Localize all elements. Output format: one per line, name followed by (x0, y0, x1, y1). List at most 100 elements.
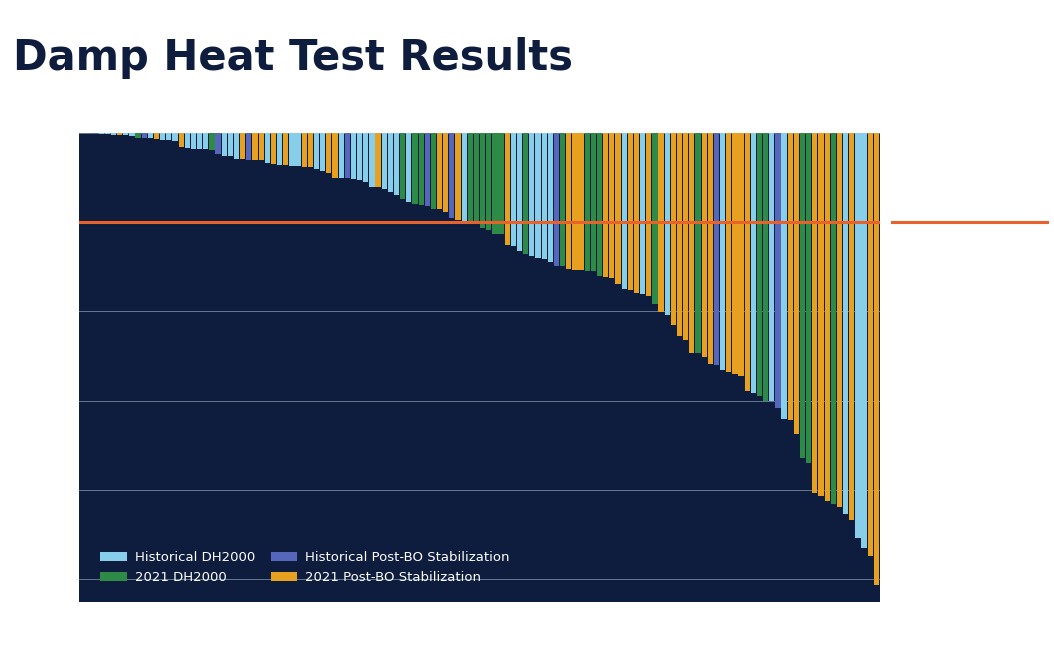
Bar (357, 133, 363, 180)
Bar (136, 133, 141, 138)
Bar (670, 133, 676, 325)
Bar (659, 133, 664, 313)
Bar (714, 133, 719, 366)
Bar (474, 133, 480, 223)
Bar (683, 133, 688, 340)
Bar (351, 133, 356, 179)
Legend: Historical DH2000, 2021 DH2000, Historical Post-BO Stabilization, 2021 Post-BO S: Historical DH2000, 2021 DH2000, Historic… (94, 545, 516, 591)
Bar (240, 133, 246, 159)
Bar (301, 133, 307, 167)
Bar (148, 133, 153, 138)
Bar (345, 133, 350, 179)
Bar (553, 133, 559, 266)
Bar (289, 133, 294, 166)
Bar (210, 133, 215, 150)
Bar (401, 133, 406, 199)
Bar (633, 133, 639, 293)
Bar (277, 133, 282, 165)
Bar (191, 133, 196, 149)
Bar (252, 133, 257, 160)
Bar (117, 133, 122, 135)
Bar (271, 133, 276, 164)
Bar (677, 133, 682, 336)
Bar (369, 133, 374, 187)
Bar (258, 133, 264, 160)
Bar (228, 133, 233, 156)
Bar (308, 133, 313, 167)
Bar (665, 133, 670, 315)
Bar (652, 133, 658, 304)
Bar (511, 133, 516, 247)
Bar (455, 133, 461, 220)
Bar (320, 133, 326, 171)
Bar (505, 133, 510, 245)
Bar (628, 133, 632, 290)
Bar (696, 133, 701, 353)
Bar (468, 133, 473, 223)
Bar (462, 133, 467, 222)
Bar (566, 133, 571, 269)
Bar (861, 133, 866, 548)
Bar (867, 133, 873, 556)
Bar (560, 133, 565, 266)
Bar (314, 133, 319, 169)
Bar (548, 133, 553, 262)
Bar (234, 133, 239, 159)
Bar (160, 133, 165, 140)
Bar (284, 133, 289, 165)
Bar (874, 133, 879, 585)
Bar (99, 133, 103, 135)
Bar (516, 133, 522, 251)
Bar (824, 133, 829, 501)
Bar (813, 133, 818, 493)
Bar (763, 133, 768, 400)
Bar (154, 133, 159, 139)
Bar (265, 133, 270, 163)
Bar (850, 133, 855, 520)
Bar (480, 133, 485, 228)
Bar (295, 133, 300, 166)
Bar (579, 133, 584, 270)
Bar (184, 133, 190, 148)
Bar (800, 133, 805, 458)
Bar (449, 133, 454, 218)
Text: POWER DEGRADATION FROM DH TEST SEQUENCE FOR EACH MODULE MODEL: POWER DEGRADATION FROM DH TEST SEQUENCE … (74, 91, 613, 104)
Bar (856, 133, 860, 538)
Bar (572, 133, 578, 270)
Text: Damp Heat Test Results: Damp Heat Test Results (13, 38, 572, 79)
Text: TOP
PERFORMERS
ABOVE THIS LINE: TOP PERFORMERS ABOVE THIS LINE (898, 151, 1040, 208)
Bar (123, 133, 129, 135)
Bar (603, 133, 608, 277)
Bar (818, 133, 823, 496)
Bar (769, 133, 775, 401)
Bar (141, 133, 147, 138)
Bar (542, 133, 547, 259)
Bar (787, 133, 793, 420)
Bar (750, 133, 756, 393)
Bar (443, 133, 448, 212)
Y-axis label: Power Degradation: Power Degradation (12, 303, 24, 431)
Bar (640, 133, 645, 294)
Bar (215, 133, 220, 154)
Bar (104, 133, 110, 135)
Bar (794, 133, 799, 433)
Bar (837, 133, 842, 507)
Bar (499, 133, 504, 234)
Bar (364, 133, 368, 182)
Bar (707, 133, 713, 364)
Bar (332, 133, 337, 178)
Bar (757, 133, 762, 396)
Bar (425, 133, 430, 206)
Bar (418, 133, 424, 205)
Bar (591, 133, 596, 271)
Bar (247, 133, 252, 160)
Bar (394, 133, 399, 195)
Bar (744, 133, 749, 391)
Bar (375, 133, 380, 187)
Bar (437, 133, 443, 209)
Bar (689, 133, 695, 353)
Bar (597, 133, 602, 276)
Bar (492, 133, 497, 234)
Bar (776, 133, 781, 408)
Bar (646, 133, 651, 296)
